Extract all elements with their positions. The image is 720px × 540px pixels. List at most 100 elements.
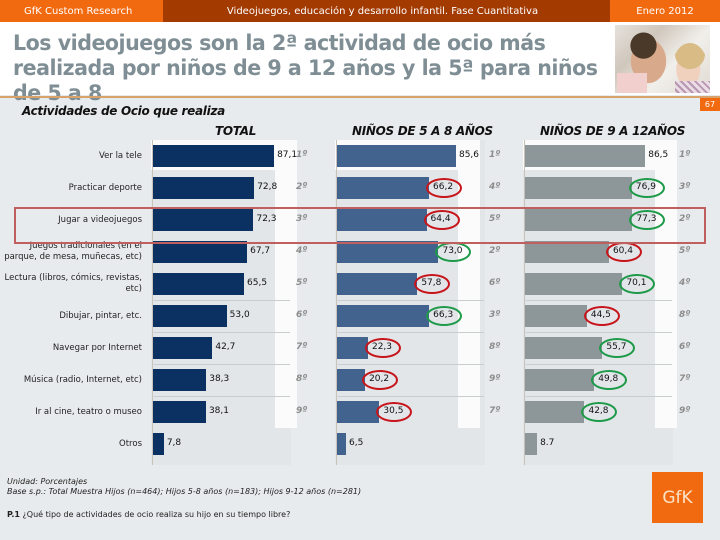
bar-0-0 <box>153 145 275 167</box>
question-text: ¿Qué tipo de actividades de ocio realiza… <box>20 510 291 519</box>
bar-2-2 <box>525 209 633 231</box>
rank-label: 1º <box>679 150 691 160</box>
rank-label: 2º <box>679 214 691 224</box>
category-label: Dibujar, pintar, etc. <box>59 310 142 321</box>
rank-label: 4º <box>489 182 501 192</box>
bar-2-6 <box>525 337 603 359</box>
bar-2-8 <box>525 401 585 423</box>
rank-label: 3º <box>489 310 501 320</box>
lower-than-total-ring <box>605 242 642 262</box>
company-label: GfK Custom Research <box>0 0 163 22</box>
boy-figure <box>673 43 707 87</box>
rank-label: 5º <box>489 214 501 224</box>
title-divider <box>0 96 720 98</box>
category-label: Lectura (libros, cómics, revistas, etc) <box>4 273 142 294</box>
rank-label: 1º <box>489 150 501 160</box>
rank-label: 8º <box>296 374 308 384</box>
value-label: 7,8 <box>166 438 182 448</box>
question-note: P.1 ¿Qué tipo de actividades de ocio rea… <box>7 510 290 519</box>
boy-shirt <box>675 81 710 93</box>
row-separator <box>152 364 290 365</box>
chart-title: Actividades de Ocio que realiza <box>22 104 225 118</box>
value-label: 72,3 <box>256 214 277 224</box>
category-label: Practicar deporte <box>68 182 142 193</box>
row-separator <box>336 396 484 397</box>
row-separator <box>524 364 672 365</box>
column-header-9-12: NIÑOS DE 9 A 12AÑOS <box>540 124 686 138</box>
lower-than-total-ring <box>364 338 401 358</box>
row-separator <box>336 300 484 301</box>
value-label: 65,5 <box>247 278 268 288</box>
study-title: Videojuegos, educación y desarrollo infa… <box>163 0 610 22</box>
lower-than-total-ring <box>426 178 463 198</box>
rank-label: 9º <box>296 406 308 416</box>
videogames-highlight-box <box>14 207 706 244</box>
bar-1-0 <box>337 145 456 167</box>
slide-title: Los videojuegos son la 2ª actividad de o… <box>13 31 598 105</box>
bar-1-9 <box>337 433 347 455</box>
lower-than-total-ring <box>414 274 451 294</box>
bar-0-6 <box>153 337 213 359</box>
higher-than-total-ring <box>619 274 656 294</box>
value-label: 72,8 <box>257 182 278 192</box>
rank-label: 3º <box>296 214 308 224</box>
bar-0-9 <box>153 433 164 455</box>
bar-0-1 <box>153 177 255 199</box>
page-number: 67 <box>700 98 720 111</box>
rank-label: 2º <box>296 182 308 192</box>
rank-label: 5º <box>679 246 691 256</box>
gfk-logo: GfK <box>652 472 703 523</box>
category-label: Ir al cine, teatro o museo <box>35 406 142 417</box>
higher-than-total-ring <box>581 402 618 422</box>
rank-label: 6º <box>296 310 308 320</box>
panel-value-column-1 <box>458 140 480 428</box>
father-son-photo <box>615 25 710 93</box>
bar-1-4 <box>337 273 418 295</box>
row-separator <box>152 300 290 301</box>
bar-1-6 <box>337 337 368 359</box>
category-label: Música (radio, Internet, etc) <box>23 374 142 385</box>
rank-label: 5º <box>296 278 308 288</box>
bar-1-2 <box>337 209 427 231</box>
panel-axis-2 <box>524 140 525 465</box>
row-separator <box>336 364 484 365</box>
panel-axis-1 <box>336 140 337 465</box>
panel-value-column-0 <box>275 140 297 428</box>
unit-note: Unidad: Porcentajes <box>7 477 88 486</box>
bar-1-3 <box>337 241 439 263</box>
value-label: 67,7 <box>250 246 271 256</box>
higher-than-total-ring <box>591 370 628 390</box>
value-label: 38,3 <box>209 374 230 384</box>
bar-2-0 <box>525 145 646 167</box>
panel-axis-0 <box>152 140 153 465</box>
column-header-total: TOTAL <box>215 124 257 138</box>
bar-1-8 <box>337 401 380 423</box>
category-label: Juegos tradicionales (en el parque, de m… <box>4 241 142 262</box>
bar-0-5 <box>153 305 227 327</box>
row-separator <box>524 300 672 301</box>
row-separator <box>152 396 290 397</box>
bar-1-7 <box>337 369 366 391</box>
value-label: 42,7 <box>215 342 236 352</box>
lower-than-total-ring <box>423 210 460 230</box>
row-separator <box>336 332 484 333</box>
rank-label: 7º <box>296 342 308 352</box>
bar-0-8 <box>153 401 206 423</box>
category-label: Ver la tele <box>98 150 142 161</box>
value-label: 85,6 <box>458 150 480 160</box>
panel-value-column-2 <box>655 140 677 428</box>
higher-than-total-ring <box>629 210 666 230</box>
rank-label: 9º <box>679 406 691 416</box>
rank-label: 6º <box>679 342 691 352</box>
value-label: 38,1 <box>208 406 229 416</box>
higher-than-total-ring <box>426 306 463 326</box>
category-label: Jugar a videojuegos <box>58 214 142 225</box>
rank-label: 8º <box>679 310 691 320</box>
rank-label: 4º <box>296 246 308 256</box>
rank-label: 2º <box>489 246 501 256</box>
row-separator <box>524 332 672 333</box>
row-separator <box>152 332 290 333</box>
bar-2-9 <box>525 433 538 455</box>
question-code: P.1 <box>7 510 20 519</box>
bar-0-7 <box>153 369 207 391</box>
